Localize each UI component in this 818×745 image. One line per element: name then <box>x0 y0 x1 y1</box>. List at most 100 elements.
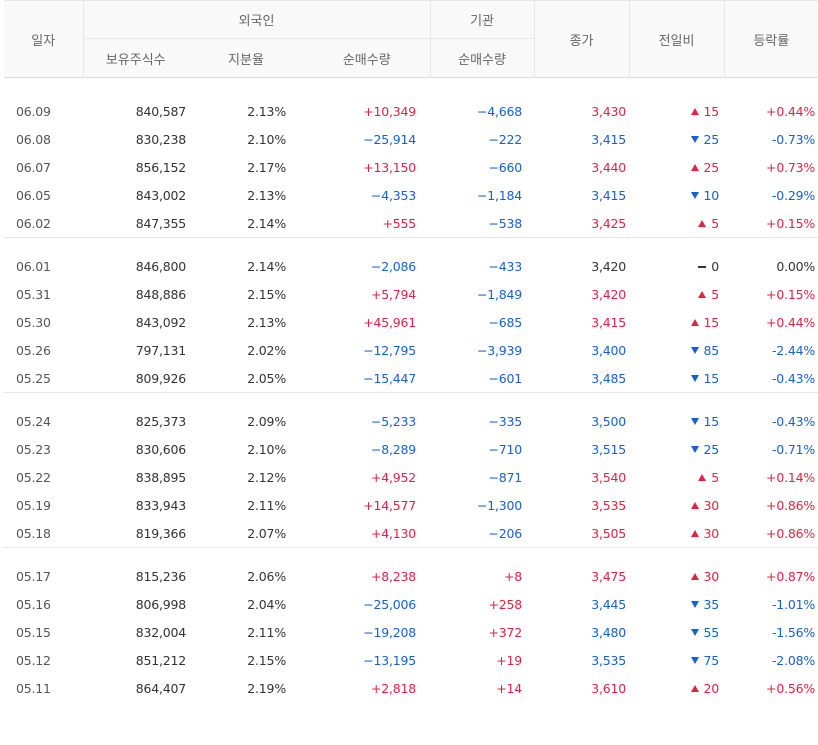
investor-trading-table: 일자 외국인 기관 종가 전일비 등락률 보유주식수 지분율 순매수량 순매수량… <box>4 0 818 716</box>
header-institution-net: 순매수량 <box>430 38 535 78</box>
cell-institution-net: −3,939 <box>476 342 523 358</box>
cell-share-ratio: 2.10% <box>247 131 286 147</box>
cell-change: 30 <box>629 519 724 548</box>
cell-close: 3,535 <box>591 652 627 668</box>
cell-close: 3,400 <box>591 342 627 358</box>
cell-foreign-net: −4,353 <box>370 187 417 203</box>
cell-holdings: 843,092 <box>135 314 186 330</box>
cell-change: 85 <box>629 336 724 364</box>
triangle-up-icon <box>698 290 707 298</box>
table-row: 05.18 819,366 2.07% +4,130 −206 3,505 30 +0.86% <box>4 519 818 548</box>
cell-foreign-net: −25,006 <box>363 596 417 612</box>
cell-date: 06.08 <box>16 131 51 147</box>
triangle-up-icon <box>690 529 699 537</box>
table-row: 05.16 806,998 2.04% −25,006 +258 3,445 35 -1.01… <box>4 590 818 618</box>
cell-change-rate: +0.86% <box>766 497 816 513</box>
cell-foreign-net: +5,794 <box>370 286 417 302</box>
spacer-row <box>4 238 818 252</box>
cell-change-rate: +0.86% <box>766 525 816 541</box>
cell-institution-net: +14 <box>496 680 523 696</box>
cell-close: 3,415 <box>591 314 627 330</box>
cell-date: 05.19 <box>16 497 51 513</box>
cell-foreign-net: −5,233 <box>370 413 417 429</box>
table-row: 06.07 856,152 2.17% +13,150 −660 3,440 25 +0.73… <box>4 153 818 181</box>
cell-share-ratio: 2.12% <box>247 469 286 485</box>
cell-institution-net: +19 <box>496 652 523 668</box>
spacer-row <box>4 393 818 407</box>
cell-change-value: 10 <box>703 187 720 203</box>
cell-foreign-net: −2,086 <box>370 258 417 274</box>
triangle-up-icon <box>690 318 699 326</box>
table-row: 06.05 843,002 2.13% −4,353 −1,184 3,415 10 -0.2… <box>4 181 818 209</box>
cell-change-rate: -2.08% <box>772 652 816 668</box>
cell-foreign-net: +13,150 <box>363 159 417 175</box>
flat-dash-icon <box>698 265 707 268</box>
cell-holdings: 819,366 <box>135 525 186 541</box>
table-row: 05.12 851,212 2.15% −13,195 +19 3,535 75 -2.08% <box>4 646 818 674</box>
cell-date: 05.15 <box>16 624 51 640</box>
cell-date: 05.11 <box>16 680 51 696</box>
table-row: 05.30 843,092 2.13% +45,961 −685 3,415 15 +0.44… <box>4 308 818 336</box>
cell-change-value: 75 <box>703 652 720 668</box>
cell-holdings: 847,355 <box>135 215 186 231</box>
cell-foreign-net: +14,577 <box>363 497 417 513</box>
triangle-down-icon <box>690 628 699 636</box>
cell-date: 05.26 <box>16 342 51 358</box>
triangle-down-icon <box>690 600 699 608</box>
cell-holdings: 848,886 <box>135 286 186 302</box>
cell-change-rate: -0.71% <box>772 441 816 457</box>
cell-change-rate: +0.56% <box>766 680 816 696</box>
cell-change-rate: -0.29% <box>772 187 816 203</box>
cell-holdings: 846,800 <box>135 258 186 274</box>
cell-date: 05.12 <box>16 652 51 668</box>
cell-close: 3,480 <box>591 624 627 640</box>
cell-date: 06.05 <box>16 187 51 203</box>
table-row: 05.17 815,236 2.06% +8,238 +8 3,475 30 +0.87% <box>4 562 818 590</box>
cell-holdings: 856,152 <box>135 159 186 175</box>
cell-change: 15 <box>629 364 724 393</box>
cell-change-value: 30 <box>703 525 720 541</box>
cell-change: 75 <box>629 646 724 674</box>
triangle-up-icon <box>698 473 707 481</box>
triangle-up-icon <box>698 219 707 227</box>
cell-share-ratio: 2.19% <box>247 680 286 696</box>
cell-change-value: 35 <box>703 596 720 612</box>
table-row: 06.08 830,238 2.10% −25,914 −222 3,415 25 -0.73… <box>4 125 818 153</box>
triangle-down-icon <box>690 346 699 354</box>
header-change-rate: 등락률 <box>724 0 818 78</box>
cell-holdings: 833,943 <box>135 497 186 513</box>
cell-institution-net: +8 <box>504 568 523 584</box>
cell-change-value: 15 <box>703 370 720 386</box>
cell-institution-net: +258 <box>488 596 523 612</box>
cell-foreign-net: +10,349 <box>363 103 417 119</box>
cell-share-ratio: 2.04% <box>247 596 286 612</box>
cell-change-value: 30 <box>703 497 720 513</box>
triangle-down-icon <box>690 417 699 425</box>
cell-date: 05.31 <box>16 286 51 302</box>
cell-close: 3,540 <box>591 469 627 485</box>
triangle-down-icon <box>690 374 699 382</box>
header-close: 종가 <box>534 0 630 78</box>
cell-close: 3,505 <box>591 525 627 541</box>
table-row: 05.26 797,131 2.02% −12,795 −3,939 3,400 85 -2.… <box>4 336 818 364</box>
cell-holdings: 797,131 <box>135 342 186 358</box>
cell-change-rate: -1.56% <box>772 624 816 640</box>
cell-share-ratio: 2.13% <box>247 187 286 203</box>
header-holdings: 보유주식수 <box>83 38 188 78</box>
header-foreign: 외국인 <box>83 0 431 39</box>
cell-holdings: 825,373 <box>135 413 186 429</box>
table-header: 일자 외국인 기관 종가 전일비 등락률 보유주식수 지분율 순매수량 순매수량 <box>4 0 818 78</box>
table-row: 05.23 830,606 2.10% −8,289 −710 3,515 25 -0.71% <box>4 435 818 463</box>
cell-change: 20 <box>629 674 724 702</box>
cell-share-ratio: 2.14% <box>247 258 286 274</box>
cell-holdings: 830,606 <box>135 441 186 457</box>
cell-institution-net: −1,300 <box>476 497 523 513</box>
cell-institution-net: −4,668 <box>476 103 523 119</box>
header-share-ratio: 지분율 <box>188 38 304 78</box>
table-row: 05.19 833,943 2.11% +14,577 −1,300 3,535 30 +0.… <box>4 491 818 519</box>
cell-share-ratio: 2.11% <box>247 624 286 640</box>
cell-date: 05.17 <box>16 568 51 584</box>
cell-close: 3,445 <box>591 596 627 612</box>
cell-institution-net: −1,184 <box>476 187 523 203</box>
cell-change-rate: -0.43% <box>772 370 816 386</box>
